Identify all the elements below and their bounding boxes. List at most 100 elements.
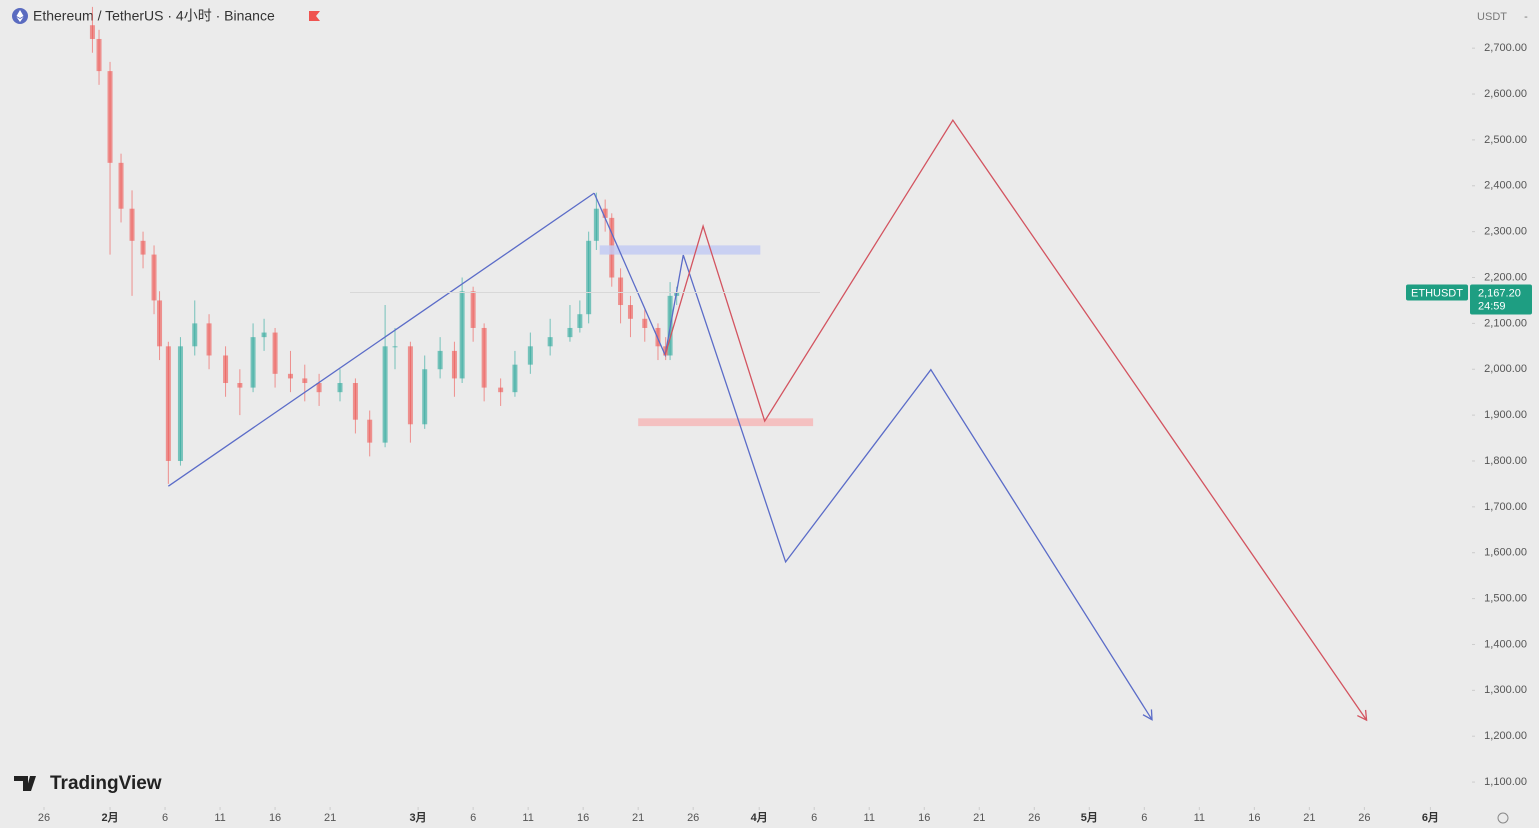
candle-body xyxy=(272,332,278,374)
y-tick-label: 1,700.00 xyxy=(1484,501,1527,513)
x-tick-label: 26 xyxy=(1028,812,1040,824)
x-tick-label: 2月 xyxy=(101,811,118,824)
candle-body xyxy=(177,346,183,461)
y-tick-label: 2,100.00 xyxy=(1484,317,1527,329)
candle-body xyxy=(129,208,135,241)
x-tick-label: 26 xyxy=(38,812,50,824)
candle-body xyxy=(593,208,599,241)
y-tick-label: 1,300.00 xyxy=(1484,684,1527,696)
x-tick-label: 3月 xyxy=(410,811,427,824)
candle-body xyxy=(392,346,398,348)
currency-menu[interactable]: - xyxy=(1524,11,1528,23)
y-tick-label: 1,100.00 xyxy=(1484,776,1527,788)
candle-body xyxy=(422,369,428,425)
candle-body xyxy=(192,323,198,347)
settings-icon[interactable] xyxy=(1497,812,1509,824)
candle-body xyxy=(118,162,124,209)
y-tick-label: 1,200.00 xyxy=(1484,730,1527,742)
price-badge-bg xyxy=(1470,284,1532,315)
candle-body xyxy=(302,378,308,384)
candle-body xyxy=(223,355,229,384)
y-tick-label: 2,600.00 xyxy=(1484,88,1527,100)
candle-body xyxy=(577,314,583,328)
candle-body xyxy=(481,327,487,388)
candle-body xyxy=(470,291,476,328)
x-tick-label: 6 xyxy=(811,812,817,824)
candle-body xyxy=(382,346,388,443)
x-tick-label: 11 xyxy=(214,812,225,824)
candle-body xyxy=(407,346,413,425)
y-tick-label: 2,700.00 xyxy=(1484,42,1527,54)
x-tick-label: 26 xyxy=(687,812,699,824)
candle-body xyxy=(206,323,212,356)
candle-body xyxy=(237,383,243,388)
candle-body xyxy=(140,240,146,255)
candle-body xyxy=(437,350,443,370)
y-tick-label: 2,000.00 xyxy=(1484,363,1527,375)
symbol-badge: ETHUSDT xyxy=(1411,287,1463,299)
x-tick-label: 16 xyxy=(1248,812,1260,824)
candle-body xyxy=(498,387,504,393)
candle-body xyxy=(107,71,113,163)
drawing-line xyxy=(167,192,595,487)
candle-body xyxy=(89,25,95,39)
candle-body xyxy=(618,277,624,306)
x-tick-label: 11 xyxy=(1194,812,1205,824)
y-tick-label: 2,200.00 xyxy=(1484,271,1527,283)
candle-body xyxy=(459,291,465,379)
last-price-label: 2,167.20 xyxy=(1478,287,1521,299)
candle-body xyxy=(527,346,533,365)
y-tick-label: 1,800.00 xyxy=(1484,455,1527,467)
x-tick-label: 6 xyxy=(162,812,168,824)
y-tick-label: 2,400.00 xyxy=(1484,180,1527,192)
y-tick-label: 1,600.00 xyxy=(1484,547,1527,559)
y-tick-label: 1,900.00 xyxy=(1484,409,1527,421)
x-tick-label: 16 xyxy=(269,812,281,824)
drawing-line xyxy=(664,118,1368,722)
candle-body xyxy=(547,337,553,347)
price-zone xyxy=(599,245,761,255)
x-tick-label: 16 xyxy=(918,812,930,824)
x-tick-label: 21 xyxy=(973,812,985,824)
currency-label: USDT xyxy=(1477,11,1507,23)
y-tick-label: 1,400.00 xyxy=(1484,638,1527,650)
flag-icon[interactable] xyxy=(309,11,320,21)
candle-body xyxy=(602,208,608,218)
candle-body xyxy=(316,383,322,393)
candle-body xyxy=(642,318,648,328)
x-tick-label: 21 xyxy=(632,812,644,824)
price-zone xyxy=(638,418,814,427)
x-tick-label: 11 xyxy=(864,812,875,824)
countdown: 24:59 xyxy=(1478,300,1506,312)
candle-body xyxy=(261,332,267,338)
y-tick-label: 2,300.00 xyxy=(1484,226,1527,238)
x-tick-label: 21 xyxy=(1303,812,1315,824)
logo-text: TradingView xyxy=(50,773,162,794)
x-tick-label: 4月 xyxy=(751,811,768,824)
tradingview-logo: TradingView xyxy=(14,773,162,794)
symbol-badge-bg xyxy=(1406,284,1468,301)
x-tick-label: 26 xyxy=(1358,812,1370,824)
candle-body xyxy=(352,383,358,420)
candle-body xyxy=(287,373,293,379)
candle-body xyxy=(451,350,457,379)
eth-glyph xyxy=(16,10,24,22)
candle-body xyxy=(337,383,343,393)
drawing-line xyxy=(593,192,1153,721)
y-tick-label: 1,500.00 xyxy=(1484,592,1527,604)
candle-body xyxy=(627,305,633,319)
candle-body xyxy=(250,337,256,388)
header-title: Ethereum / TetherUS · 4小时 · Binance xyxy=(33,8,275,24)
candle-body xyxy=(512,364,518,393)
candle-body xyxy=(151,254,157,301)
x-tick-label: 6 xyxy=(1141,812,1147,824)
candle-body xyxy=(96,38,102,72)
x-tick-label: 6月 xyxy=(1422,811,1439,824)
x-tick-label: 11 xyxy=(522,812,533,824)
x-tick-label: 6 xyxy=(470,812,476,824)
candle-body xyxy=(165,346,171,461)
x-tick-label: 21 xyxy=(324,812,336,824)
candle-body xyxy=(157,300,163,347)
